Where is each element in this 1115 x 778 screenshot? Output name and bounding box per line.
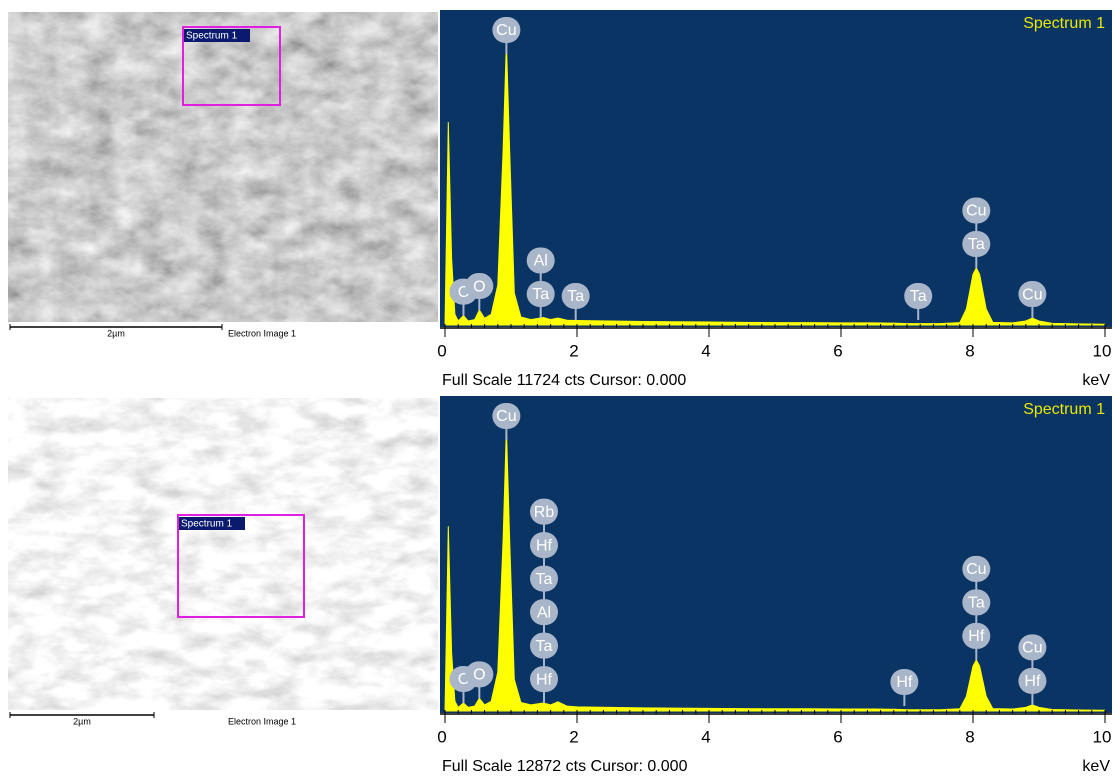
peak-label: Hf [536, 537, 553, 554]
region-label: Spectrum 1 [186, 31, 238, 42]
image-caption: Electron Image 1 [228, 328, 296, 338]
scale-bar-label: 2µm [107, 328, 125, 338]
peak-label: Cu [1022, 286, 1042, 303]
peak-label: Cu [966, 203, 986, 220]
peak-label: Ta [536, 638, 553, 655]
peak-label: Hf [896, 674, 913, 691]
x-tick-label: 4 [701, 341, 710, 360]
sem-image [8, 12, 438, 322]
scale-bar-label: 2µm [73, 716, 91, 726]
region-label: Spectrum 1 [181, 519, 233, 530]
spectrum-title: Spectrum 1 [1023, 401, 1105, 418]
peak-label: Ta [532, 286, 549, 303]
x-tick-label: 8 [965, 727, 974, 746]
spectrum-title: Spectrum 1 [1023, 15, 1105, 32]
x-tick-label: 8 [965, 341, 974, 360]
peak-label: Rb [534, 504, 555, 521]
x-unit: keV [1082, 758, 1110, 775]
status-line: Full Scale 11724 cts Cursor: 0.000 [442, 372, 686, 389]
x-tick-label: 10 [1093, 341, 1112, 360]
x-tick-label: 0 [437, 727, 446, 746]
peak-label: Hf [1024, 673, 1041, 690]
image-caption: Electron Image 1 [228, 716, 296, 726]
peak-label: Ta [910, 288, 927, 305]
x-tick-label: 4 [701, 727, 710, 746]
x-tick-label: 6 [833, 727, 842, 746]
figure: Spectrum 1 2µm Electron Image 1 Spectrum 1 2… [0, 0, 1115, 778]
peak-label-stack: Hf Ta Cu [962, 556, 990, 660]
sem-image [8, 398, 438, 710]
peak-label: Ta [968, 236, 985, 253]
peak-label: Cu [966, 561, 986, 578]
x-tick-label: 2 [569, 727, 578, 746]
peak-label: Ta [968, 595, 985, 612]
peak-label: Hf [536, 671, 553, 688]
peak-label: Al [537, 604, 551, 621]
x-unit: keV [1082, 372, 1110, 389]
x-tick-label: 10 [1093, 727, 1112, 746]
peak-label: Ta [567, 288, 584, 305]
x-tick-label: 6 [833, 341, 842, 360]
peak-label: Hf [968, 628, 985, 645]
peak-label: Cu [496, 22, 516, 39]
peak-label: Al [534, 253, 548, 270]
x-tick-label: 0 [437, 341, 446, 360]
peak-label: Ta [536, 571, 553, 588]
peak-label: O [473, 667, 485, 684]
x-tick-label: 2 [569, 341, 578, 360]
peak-label: O [473, 278, 485, 295]
status-line: Full Scale 12872 cts Cursor: 0.000 [442, 758, 688, 775]
peak-label: Cu [1022, 640, 1042, 657]
peak-label: Cu [496, 408, 516, 425]
